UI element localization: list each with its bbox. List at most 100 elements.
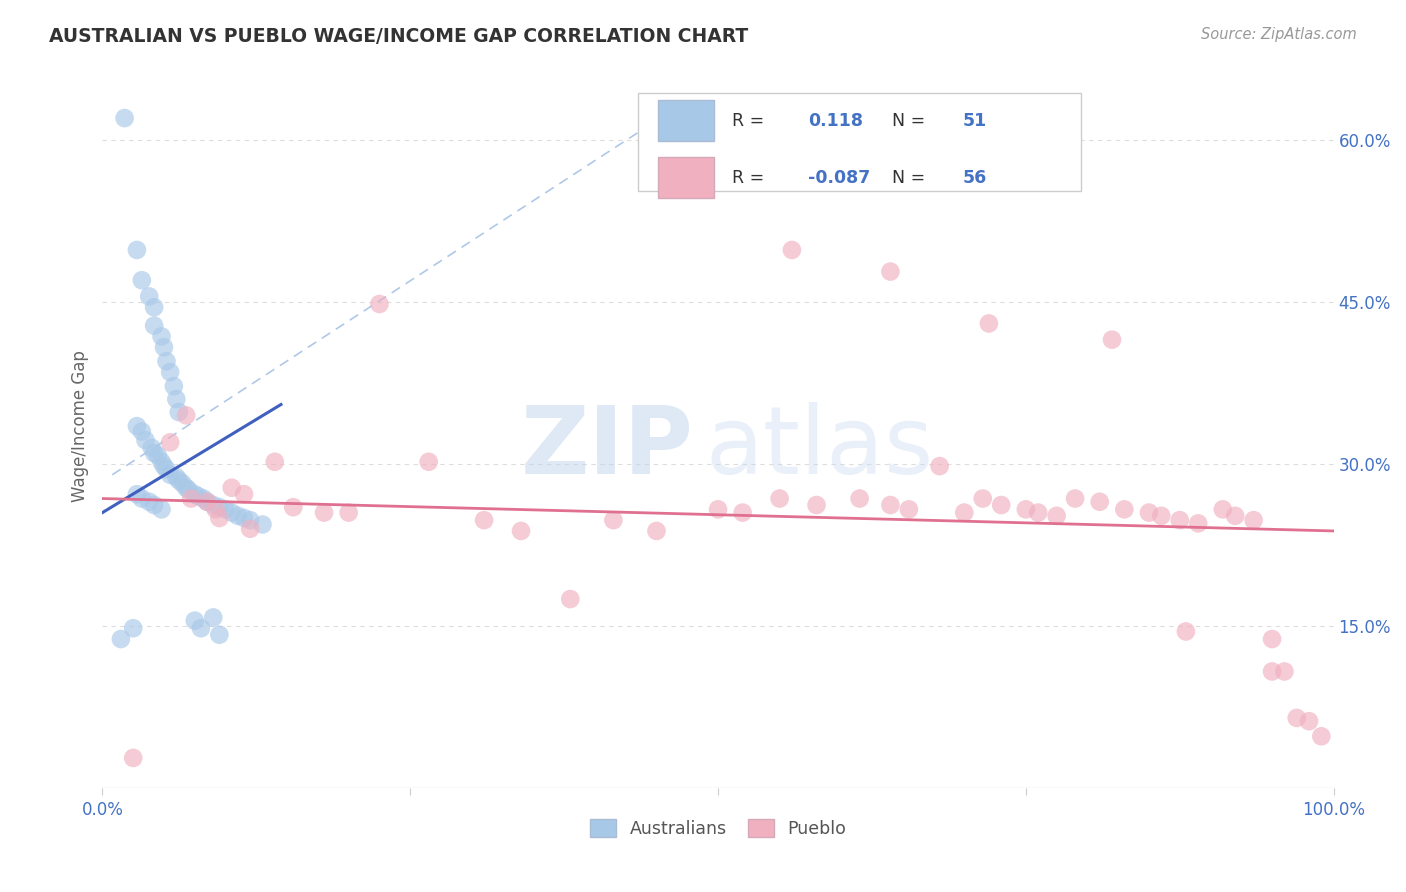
Point xyxy=(977,317,1000,331)
Point xyxy=(165,470,187,484)
Point xyxy=(163,379,186,393)
Point xyxy=(150,329,173,343)
Point xyxy=(418,455,440,469)
Point xyxy=(202,498,225,512)
Text: 0.118: 0.118 xyxy=(808,112,863,129)
Point xyxy=(897,502,920,516)
Point xyxy=(214,502,236,516)
Point xyxy=(184,487,207,501)
Point xyxy=(1274,665,1296,679)
Y-axis label: Wage/Income Gap: Wage/Income Gap xyxy=(72,351,89,502)
Text: Source: ZipAtlas.com: Source: ZipAtlas.com xyxy=(1201,27,1357,42)
Point xyxy=(879,264,901,278)
Point xyxy=(1310,729,1333,743)
Point xyxy=(602,513,624,527)
Point xyxy=(184,614,207,628)
Point xyxy=(1168,513,1191,527)
Point xyxy=(1026,506,1049,520)
Point xyxy=(138,495,160,509)
Point xyxy=(122,751,145,765)
Point xyxy=(138,289,160,303)
Point xyxy=(125,487,148,501)
Point xyxy=(122,621,145,635)
Point xyxy=(150,455,173,469)
Point xyxy=(143,318,166,333)
Point xyxy=(204,502,226,516)
Point xyxy=(159,365,181,379)
Point xyxy=(153,459,176,474)
Point xyxy=(510,524,533,538)
Point xyxy=(731,506,754,520)
Point xyxy=(1285,711,1308,725)
Point xyxy=(1212,502,1234,516)
Point xyxy=(806,498,828,512)
Point xyxy=(143,300,166,314)
FancyBboxPatch shape xyxy=(658,100,714,141)
Point xyxy=(953,506,976,520)
Point xyxy=(472,513,495,527)
Point xyxy=(143,498,166,512)
Point xyxy=(159,435,181,450)
Point xyxy=(202,610,225,624)
Text: ZIP: ZIP xyxy=(520,402,693,494)
Point xyxy=(141,441,163,455)
Point xyxy=(263,455,285,469)
Text: 56: 56 xyxy=(963,169,987,186)
Point xyxy=(780,243,803,257)
Point xyxy=(239,522,262,536)
Text: -0.087: -0.087 xyxy=(808,169,870,186)
Legend: Australians, Pueblo: Australians, Pueblo xyxy=(582,812,853,845)
Point xyxy=(233,487,256,501)
Point xyxy=(131,273,153,287)
Point xyxy=(155,462,177,476)
Point xyxy=(1243,513,1265,527)
Point xyxy=(180,491,202,506)
Point xyxy=(153,340,176,354)
Point xyxy=(1015,502,1038,516)
Point xyxy=(177,483,200,497)
Point xyxy=(187,489,209,503)
Point xyxy=(707,502,730,516)
Point xyxy=(208,628,231,642)
Point xyxy=(337,506,360,520)
Text: R =: R = xyxy=(731,169,769,186)
Point xyxy=(143,446,166,460)
Point xyxy=(1174,624,1197,639)
Point xyxy=(312,506,335,520)
Point xyxy=(879,498,901,512)
FancyBboxPatch shape xyxy=(638,93,1081,191)
FancyBboxPatch shape xyxy=(658,158,714,198)
Point xyxy=(221,506,243,520)
Point xyxy=(167,473,190,487)
Point xyxy=(560,592,582,607)
Point xyxy=(848,491,870,506)
Point xyxy=(135,433,157,447)
Point xyxy=(283,500,305,515)
Point xyxy=(233,511,256,525)
Point xyxy=(1261,632,1284,646)
Point xyxy=(1261,665,1284,679)
Point xyxy=(1187,516,1209,531)
Point xyxy=(190,621,212,635)
Point xyxy=(131,491,153,506)
Point xyxy=(167,405,190,419)
Point xyxy=(1298,714,1320,728)
Point xyxy=(928,459,950,474)
Point xyxy=(146,448,169,462)
Point xyxy=(159,467,181,482)
Point xyxy=(195,495,218,509)
Text: R =: R = xyxy=(731,112,769,129)
Point xyxy=(239,513,262,527)
Point xyxy=(125,419,148,434)
Point xyxy=(125,243,148,257)
Point xyxy=(1137,506,1160,520)
Text: atlas: atlas xyxy=(706,402,934,494)
Point xyxy=(1150,508,1173,523)
Point xyxy=(990,498,1012,512)
Point xyxy=(195,495,218,509)
Point xyxy=(252,517,274,532)
Point xyxy=(172,476,194,491)
Point xyxy=(114,111,136,125)
Point xyxy=(131,425,153,439)
Point xyxy=(208,511,231,525)
